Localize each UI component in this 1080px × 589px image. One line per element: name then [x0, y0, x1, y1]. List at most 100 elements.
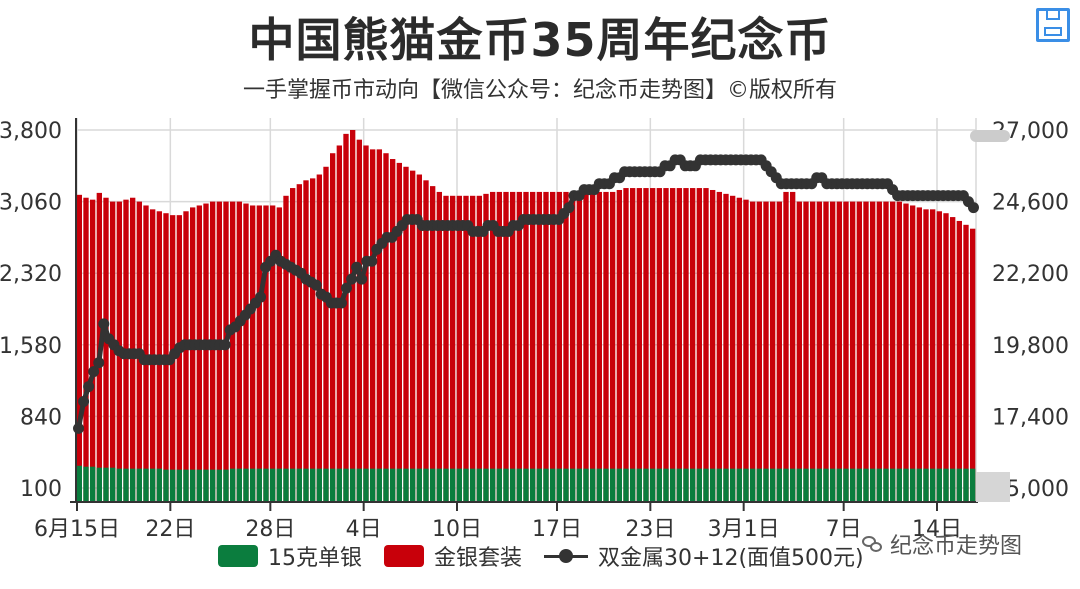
bar-gold-silver-set [196, 205, 202, 502]
legend-item-set[interactable]: 金银套装 [384, 540, 522, 572]
bar-gold-silver-set [530, 191, 536, 503]
bar-gold-silver-set [443, 195, 449, 502]
bar-silver-15g [323, 468, 329, 502]
wechat-icon [862, 534, 884, 554]
bar-silver-15g [163, 469, 169, 502]
bar-gold-silver-set [323, 166, 329, 502]
bar-silver-15g [356, 468, 362, 502]
bar-gold-silver-set [643, 188, 649, 502]
bar-silver-15g [130, 468, 136, 502]
bar-silver-15g [923, 468, 929, 502]
bar-gold-silver-set [416, 174, 422, 502]
bar-gold-silver-set [310, 178, 316, 503]
x-tick-label: 23日 [625, 517, 675, 542]
y-right-tick-label: 17,400 [992, 405, 1069, 430]
bar-silver-15g [110, 467, 116, 502]
bar-silver-15g [196, 469, 202, 502]
bar-silver-15g [290, 468, 296, 502]
bar-gold-silver-set [450, 195, 456, 502]
y-left-tick-label: 3,800 [0, 119, 62, 144]
x-tick-label: 7日 [826, 517, 862, 542]
bar-silver-15g [436, 468, 442, 502]
bar-gold-silver-set [816, 201, 822, 502]
bar-silver-15g [696, 468, 702, 502]
save-icon[interactable] [1036, 8, 1070, 42]
bimetal-price-point [356, 273, 368, 285]
bar-gold-silver-set [303, 180, 309, 502]
bar-silver-15g [390, 468, 396, 502]
legend-label-bimetal: 双金属30+12(面值500元) [598, 546, 864, 571]
bar-silver-15g [650, 468, 656, 502]
bar-silver-15g [350, 468, 356, 502]
bar-gold-silver-set [903, 203, 909, 502]
bar-gold-silver-set [396, 162, 402, 503]
bar-gold-silver-set [503, 191, 509, 503]
bar-gold-silver-set [563, 191, 569, 503]
bar-silver-15g [376, 468, 382, 502]
bar-silver-15g [176, 469, 182, 502]
bar-gold-silver-set [776, 201, 782, 502]
bar-gold-silver-set [796, 201, 802, 502]
bar-silver-15g [956, 468, 962, 502]
zoom-handle-bottom [976, 472, 1010, 502]
bar-silver-15g [103, 467, 109, 502]
bar-gold-silver-set [923, 209, 929, 502]
bar-silver-15g [203, 469, 209, 502]
bimetal-price-point [83, 381, 95, 393]
bar-silver-15g [856, 468, 862, 502]
zoom-slider[interactable] [970, 130, 1010, 502]
bar-gold-silver-set [250, 205, 256, 502]
bar-silver-15g [310, 468, 316, 502]
save-icon-label [1044, 27, 1062, 36]
bar-gold-silver-set [103, 197, 109, 502]
bar-silver-15g [83, 466, 89, 502]
bar-silver-15g [950, 468, 956, 502]
bar-gold-silver-set [956, 220, 962, 502]
bar-gold-silver-set [890, 201, 896, 502]
bar-gold-silver-set [683, 188, 689, 502]
bar-gold-silver-set [363, 145, 369, 502]
bar-gold-silver-set [710, 189, 716, 502]
y-right-tick-label: 19,800 [992, 334, 1069, 359]
bar-gold-silver-set [210, 201, 216, 502]
bar-silver-15g [556, 468, 562, 502]
bar-gold-silver-set [556, 191, 562, 503]
bar-gold-silver-set [703, 188, 709, 502]
bar-silver-15g [703, 468, 709, 502]
bar-gold-silver-set [950, 217, 956, 502]
bar-silver-15g [803, 468, 809, 502]
bar-silver-15g [843, 468, 849, 502]
bar-gold-silver-set [636, 188, 642, 502]
legend-label-set: 金银套装 [434, 546, 523, 571]
bar-silver-15g [136, 468, 142, 502]
bar-silver-15g [316, 468, 322, 502]
bar-gold-silver-set [970, 228, 976, 502]
bar-silver-15g [876, 468, 882, 502]
bar-gold-silver-set [550, 191, 556, 503]
legend: 15克单银 金银套装 双金属30+12(面值500元) [218, 541, 886, 571]
bar-silver-15g [903, 468, 909, 502]
bar-silver-15g [403, 468, 409, 502]
bar-gold-silver-set [516, 191, 522, 503]
bar-silver-15g [723, 468, 729, 502]
legend-item-silver[interactable]: 15克单银 [218, 540, 362, 572]
bimetal-price-point [73, 422, 85, 434]
bar-silver-15g [816, 468, 822, 502]
bar-silver-15g [430, 468, 436, 502]
legend-item-bimetal[interactable]: 双金属30+12(面值500元) [544, 540, 864, 572]
bar-gold-silver-set [343, 133, 349, 502]
legend-swatch-red [384, 545, 424, 567]
bar-gold-silver-set [616, 189, 622, 502]
bar-silver-15g [970, 468, 976, 502]
bar-gold-silver-set [736, 197, 742, 502]
bar-gold-silver-set [476, 195, 482, 502]
bar-silver-15g [610, 468, 616, 502]
bar-silver-15g [476, 468, 482, 502]
bar-gold-silver-set [630, 188, 636, 502]
bar-silver-15g [690, 468, 696, 502]
save-icon-shutter [1046, 11, 1060, 20]
bar-silver-15g [616, 468, 622, 502]
bar-silver-15g [563, 468, 569, 502]
bar-silver-15g [643, 468, 649, 502]
